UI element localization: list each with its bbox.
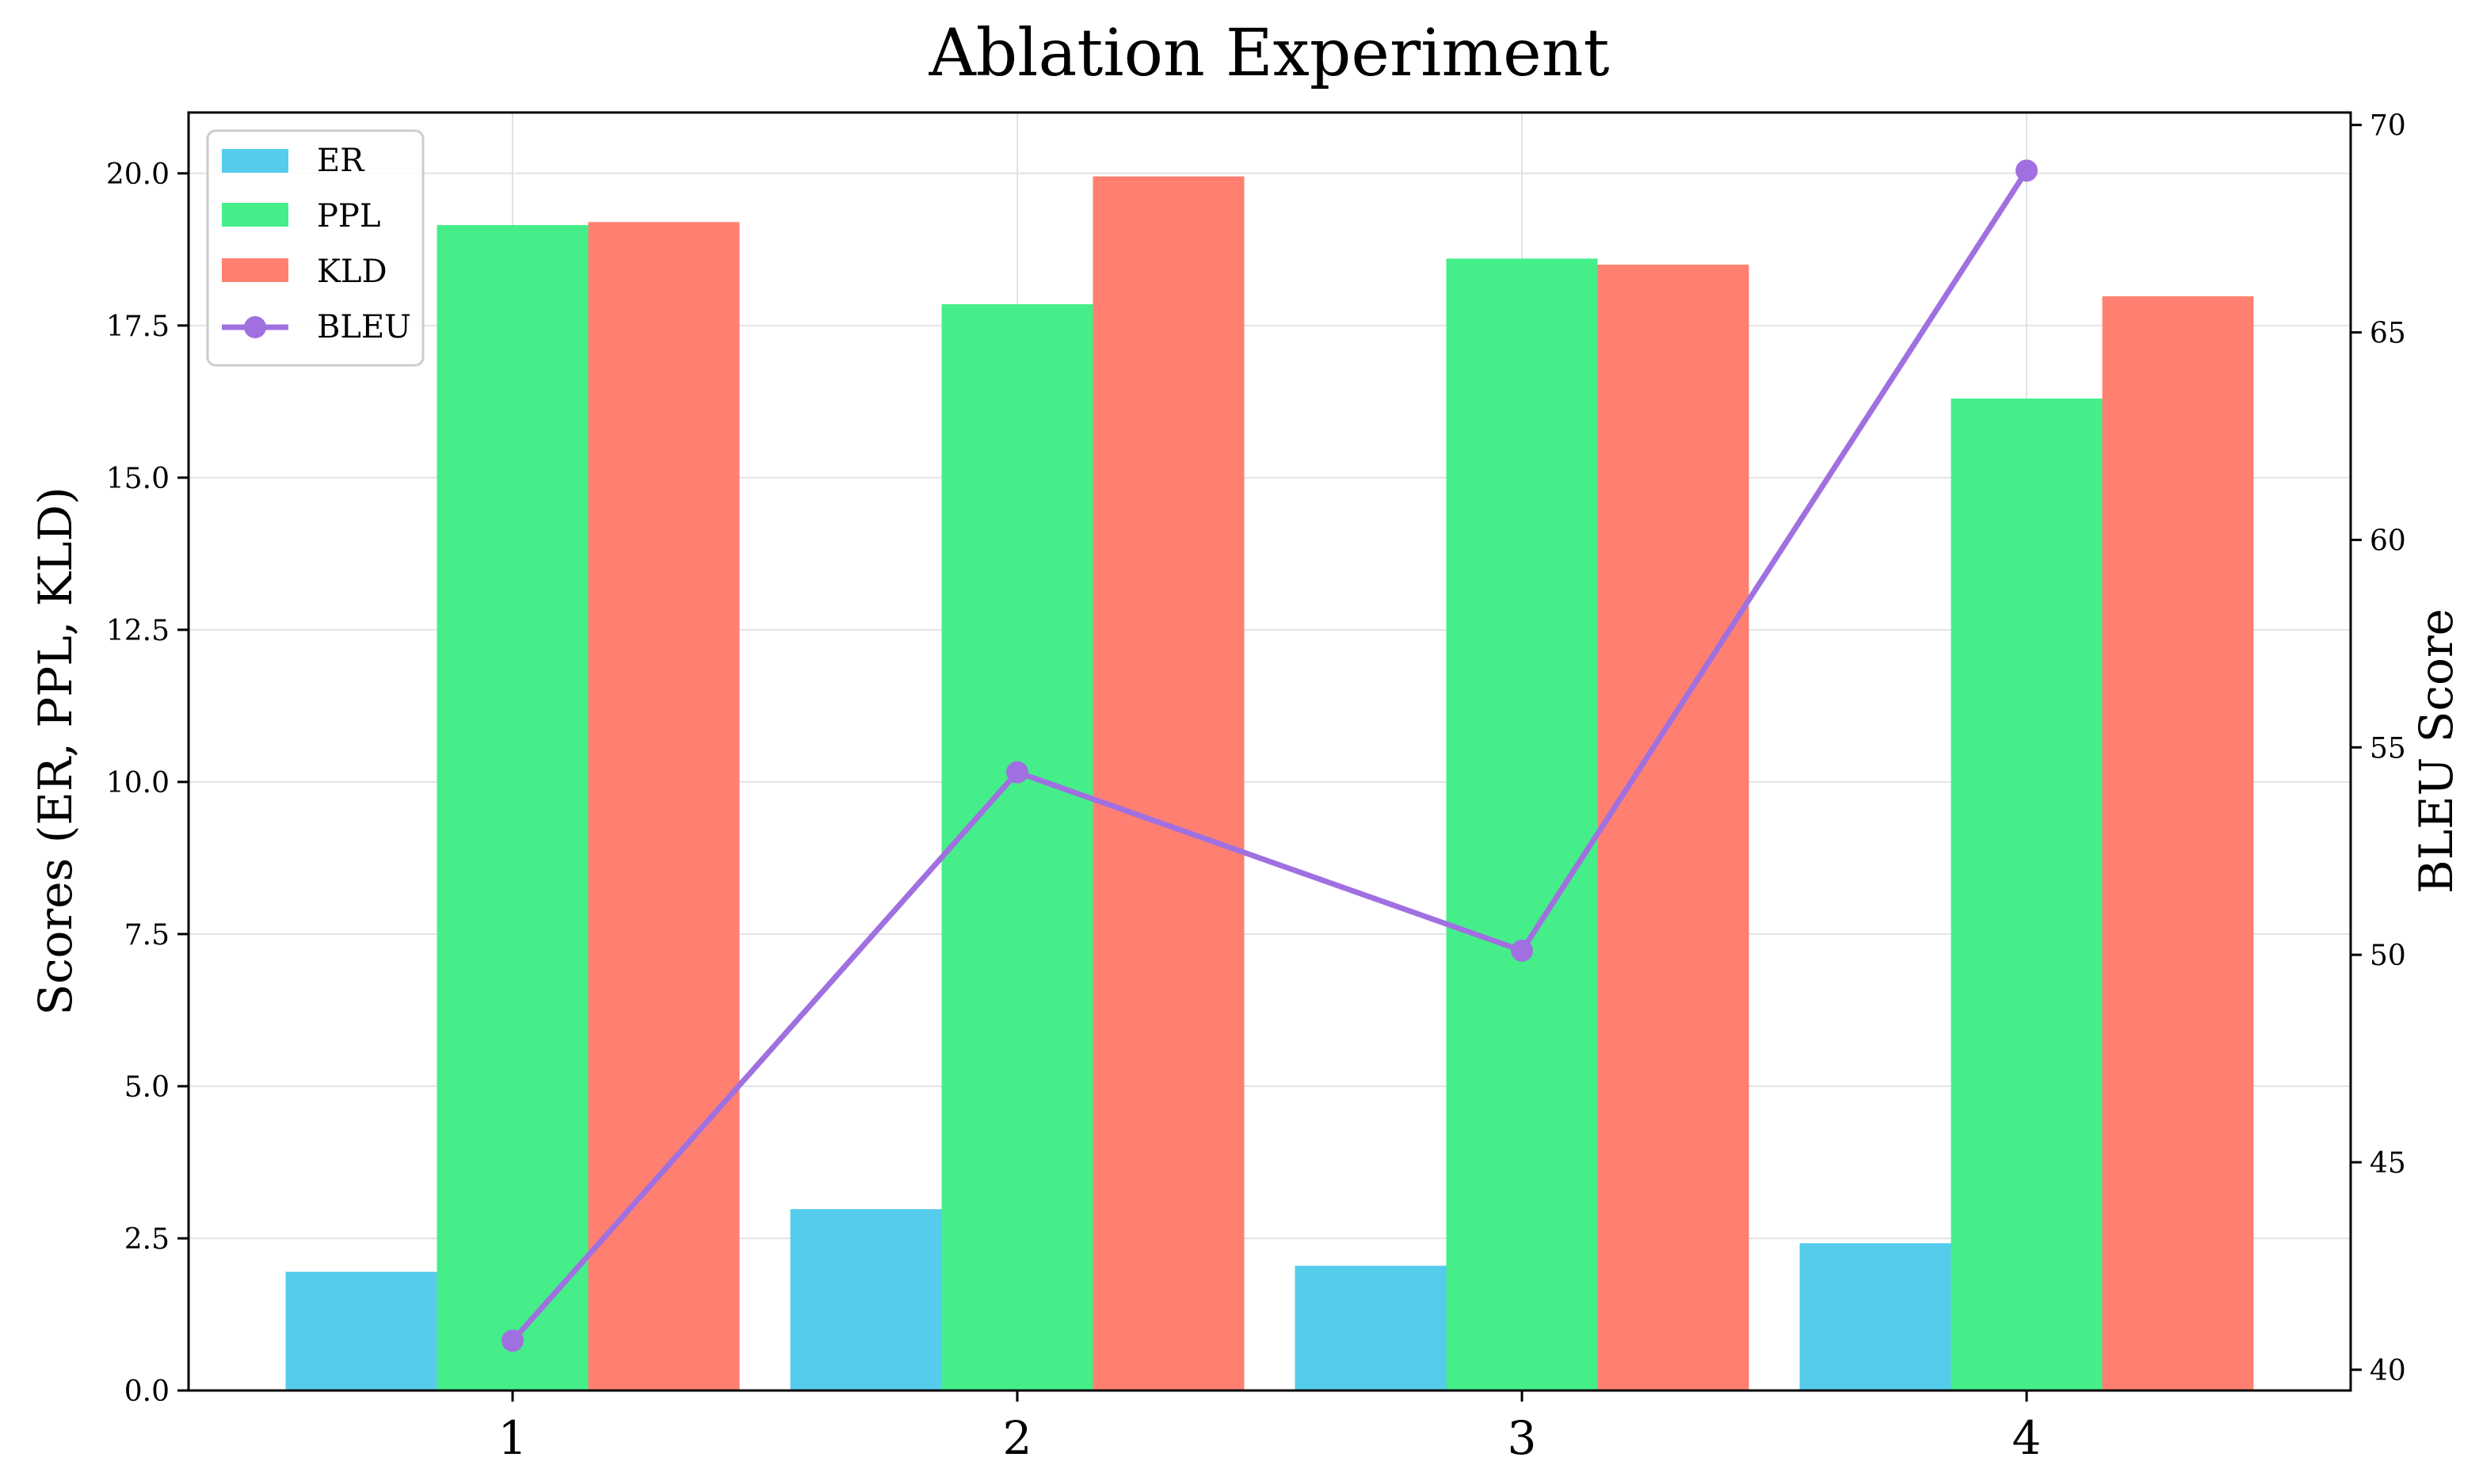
bar-ppl [437,225,589,1391]
tick-layer: 0.0 2.5 5.0 7.5 10.0 12.5 15.0 17.5 20.0 40 45 50 55… [106,110,2406,1465]
point-bleu [502,1329,524,1352]
tick-label-left: 10.0 [106,767,170,799]
point-bleu [1511,939,1533,962]
legend-label-bleu: BLEU [317,309,411,345]
line-bleu [510,169,2029,1343]
tick-label-left: 20.0 [106,158,170,191]
legend-swatch-ppl [222,203,288,227]
bar-er [285,1272,437,1391]
tick-label-right: 50 [2370,940,2406,972]
bar-kld [1597,265,1749,1391]
bar-er [1799,1243,1951,1391]
tick-label-x: 3 [1508,1411,1537,1465]
line-layer [502,159,2038,1352]
tick-label-right: 65 [2370,318,2406,350]
tick-label-x: 1 [498,1411,528,1465]
bar-er [790,1209,942,1391]
legend-box [206,129,425,367]
point-bleu [2016,159,2038,182]
tick-label-left: 15.0 [106,463,170,495]
tick-label-x: 4 [2012,1411,2042,1465]
y-axis-label-left: Scores (ER, PPL, KLD) [29,486,82,1015]
bar-kld [2102,296,2254,1391]
legend-swatch-kld [222,258,288,282]
legend-swatch-er [222,149,288,173]
tick-label-right: 60 [2370,525,2406,557]
bar-layer [285,176,2254,1391]
bar-ppl [1951,399,2103,1391]
tick-label-right: 55 [2370,732,2406,765]
bar-kld [588,222,740,1391]
bar-er [1295,1265,1447,1391]
tick-label-right: 70 [2370,110,2406,143]
legend: ER PPL KLD BLEU [206,129,425,367]
tick-label-left: 0.0 [124,1375,170,1408]
legend-swatch-bleu-marker [244,316,266,338]
tick-label-left: 7.5 [124,919,170,952]
tick-label-right: 40 [2370,1355,2406,1387]
plot-frame [187,111,2352,1392]
legend-label-ppl: PPL [317,198,380,235]
tick-label-x: 2 [1003,1411,1032,1465]
point-bleu [1006,761,1028,784]
bar-kld [1093,176,1245,1391]
legend-label-kld: KLD [317,254,387,290]
bar-ppl [1446,258,1598,1391]
tick-label-left: 2.5 [124,1223,170,1256]
chart-title: Ablation Experiment [929,16,1610,91]
tick-label-left: 5.0 [124,1071,170,1104]
tick-label-left: 17.5 [106,311,170,343]
tick-label-right: 45 [2370,1147,2406,1180]
y-axis-label-right: BLEU Score [2409,608,2463,894]
tick-label-left: 12.5 [106,615,170,647]
legend-label-er: ER [317,143,365,179]
bar-ppl [941,303,1093,1391]
